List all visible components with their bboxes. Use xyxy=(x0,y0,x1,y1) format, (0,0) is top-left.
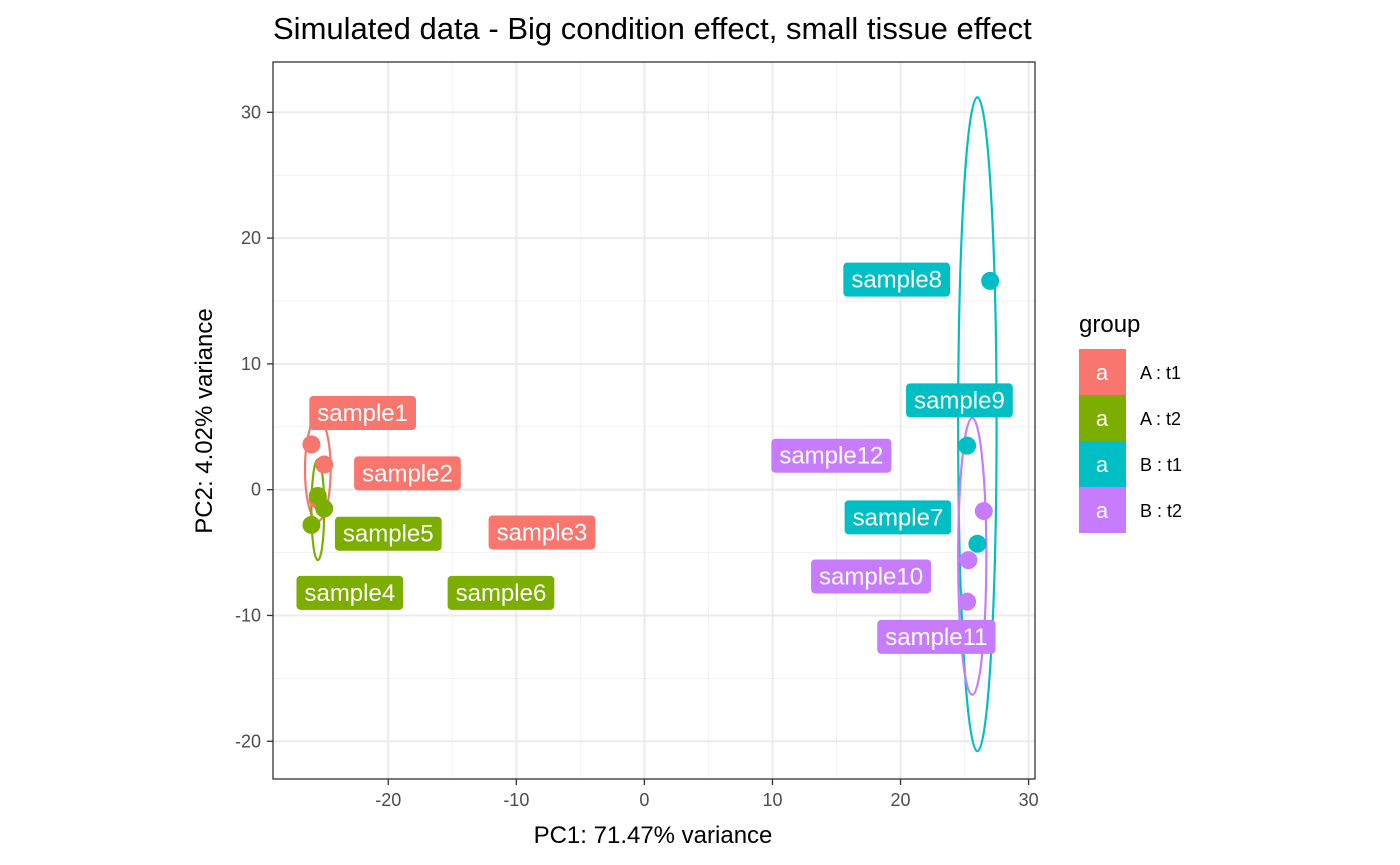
data-point-sample9 xyxy=(958,436,977,455)
chart-title: Simulated data - Big condition effect, s… xyxy=(273,11,1032,46)
y-tick-label: 20 xyxy=(241,228,261,248)
point-label-sample1: sample1 xyxy=(309,395,417,430)
data-point-sample2 xyxy=(315,455,334,474)
legend-entry: a A : t1 xyxy=(1079,349,1181,395)
point-label-sample8: sample8 xyxy=(843,262,951,297)
data-point-sample1 xyxy=(302,435,321,454)
legend-entry: a B : t2 xyxy=(1079,487,1182,533)
point-label-box xyxy=(447,575,555,610)
legend-entry-label: A : t2 xyxy=(1140,409,1181,429)
point-label-text: sample5 xyxy=(343,521,434,548)
y-tick-label: 30 xyxy=(241,102,261,122)
x-tick-label: 30 xyxy=(1019,790,1039,810)
point-label-text: sample8 xyxy=(851,267,942,294)
x-tick-label: -20 xyxy=(375,790,401,810)
y-tick-label: -20 xyxy=(235,731,261,751)
data-point-sample7 xyxy=(968,534,987,553)
legend-key-glyph: a xyxy=(1096,406,1109,431)
point-label-box xyxy=(906,383,1013,418)
point-label-text: sample2 xyxy=(362,460,453,487)
point-label-box xyxy=(877,619,996,654)
x-tick-label: 10 xyxy=(762,790,782,810)
point-label-text: sample10 xyxy=(819,563,923,590)
point-label-text: sample9 xyxy=(914,387,1005,414)
x-tick-label: 0 xyxy=(639,790,649,810)
point-label-box xyxy=(334,516,442,551)
point-label-sample6: sample6 xyxy=(447,575,555,610)
point-label-sample2: sample2 xyxy=(354,456,461,491)
point-label-text: sample3 xyxy=(497,519,588,546)
y-tick-label: -10 xyxy=(235,605,261,625)
confidence-ellipse xyxy=(957,96,998,753)
legend: group a A : t1 a A : t2 a B : t1 a B : t2 xyxy=(1079,311,1182,533)
point-label-sample5: sample5 xyxy=(334,516,442,551)
y-tick-label: 0 xyxy=(251,480,261,500)
legend-entry: a B : t1 xyxy=(1079,441,1182,487)
point-label-box xyxy=(844,500,952,535)
legend-title: group xyxy=(1079,311,1140,338)
point-label-box xyxy=(488,515,596,550)
point-label-text: sample12 xyxy=(779,443,883,470)
point-label-text: sample7 xyxy=(853,504,944,531)
panel-border xyxy=(272,61,1036,780)
legend-key-glyph: a xyxy=(1096,360,1109,385)
data-point-sample6 xyxy=(315,499,334,518)
legend-entry-label: B : t1 xyxy=(1140,455,1182,475)
data-point-sample12 xyxy=(974,502,993,521)
point-label-text: sample4 xyxy=(304,580,395,607)
legend-entry: a A : t2 xyxy=(1079,395,1181,441)
legend-key xyxy=(1079,487,1126,533)
point-label-sample4: sample4 xyxy=(296,575,404,610)
data-point-sample10 xyxy=(959,551,978,570)
legend-key xyxy=(1079,349,1126,395)
point-label-text: sample1 xyxy=(317,400,408,427)
point-label-sample11: sample11 xyxy=(877,619,996,654)
legend-key-glyph: a xyxy=(1096,452,1109,477)
point-label-sample12: sample12 xyxy=(771,438,892,473)
point-label-box xyxy=(843,262,951,297)
confidence-ellipse xyxy=(957,416,988,696)
plot-panel: sample1 sample2 sample3 sample4 sample5 sampl… xyxy=(272,61,1036,780)
point-label-text: sample6 xyxy=(456,580,547,607)
data-point-sample8 xyxy=(981,271,1000,290)
legend-key-glyph: a xyxy=(1096,498,1109,523)
legend-entry-label: B : t2 xyxy=(1140,501,1182,521)
point-label-sample10: sample10 xyxy=(811,559,932,594)
data-point-sample4 xyxy=(302,515,321,534)
point-label-sample3: sample3 xyxy=(488,515,596,550)
point-label-box xyxy=(771,438,892,473)
point-label-box xyxy=(296,575,404,610)
point-label-sample9: sample9 xyxy=(906,383,1013,418)
point-label-sample7: sample7 xyxy=(844,500,952,535)
point-label-box xyxy=(354,456,461,491)
point-label-text: sample11 xyxy=(885,624,987,651)
y-tick-label: 10 xyxy=(241,354,261,374)
legend-key xyxy=(1079,395,1126,441)
x-tick-label: 20 xyxy=(891,790,911,810)
y-axis-title: PC2: 4.02% variance xyxy=(191,308,218,533)
point-label-box xyxy=(811,559,932,594)
legend-entry-label: A : t1 xyxy=(1140,363,1181,383)
legend-key xyxy=(1079,441,1126,487)
x-tick-label: -10 xyxy=(503,790,529,810)
point-label-box xyxy=(309,395,417,430)
data-point-sample11 xyxy=(958,592,977,611)
x-axis-title: PC1: 71.47% variance xyxy=(534,822,773,849)
